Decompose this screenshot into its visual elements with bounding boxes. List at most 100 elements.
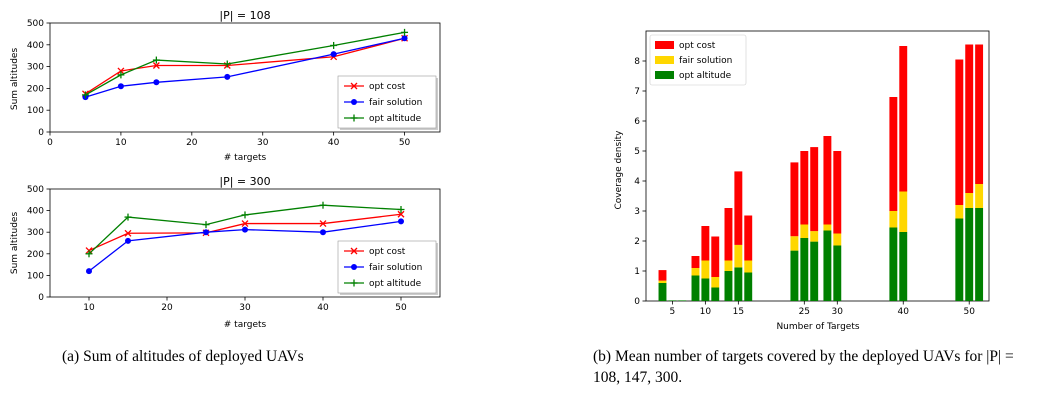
bar-segment-opt-cost: [833, 151, 842, 234]
bar-segment-opt-cost: [724, 208, 733, 261]
plot-area: 0 1 2 3 4 5 6 7 8 5 10 15 25 30 40 50 opt cost fair solut…: [634, 30, 990, 317]
bar-segment-fair-solution: [810, 231, 819, 242]
series-line: [88, 220, 402, 272]
bar-segment-opt-cost: [800, 151, 809, 225]
legend-entry: opt altitude: [344, 279, 422, 289]
bar-segment-opt-altitude: [810, 241, 819, 301]
bar-segment-fair-solution: [965, 193, 974, 208]
y-tick-label: 400: [27, 207, 44, 217]
marker-plus: [397, 206, 405, 214]
x-tick-label: 50: [963, 307, 975, 317]
marker-plus: [152, 56, 160, 64]
y-tick-label: 400: [27, 41, 44, 51]
marker-dot: [117, 83, 124, 90]
bar-segment-opt-altitude: [724, 271, 733, 301]
legend: opt cost fair solution opt altitude: [649, 34, 747, 86]
marker-plus: [81, 91, 89, 99]
legend-entry: fair solution: [344, 263, 422, 273]
series-opt-altitude: [85, 201, 405, 258]
legend: opt cost fair solution opt altitude: [337, 75, 438, 130]
marker-plus: [330, 41, 338, 49]
legend-entry: opt cost: [344, 82, 406, 92]
marker-x: [350, 247, 358, 255]
legend-entry: opt cost: [344, 247, 406, 257]
legend-label: opt altitude: [369, 279, 422, 289]
marker-dot: [398, 218, 404, 225]
bar-segment-opt-cost: [701, 226, 710, 261]
marker-dot: [86, 268, 92, 275]
bar-segment-fair-solution: [734, 244, 743, 268]
bar-segment-opt-cost: [823, 136, 832, 225]
y-tick-label: 7: [634, 87, 640, 97]
marker-plus: [124, 213, 132, 221]
bar-segment-opt-altitude: [691, 275, 700, 301]
bar-segment-opt-altitude: [668, 300, 677, 301]
bar-group-50: [955, 44, 984, 301]
bar-segment-opt-altitude: [701, 278, 710, 301]
marker-plus: [202, 221, 210, 229]
marker-x: [124, 229, 132, 237]
x-axis-label: # targets: [224, 153, 267, 163]
marker-stroke: [319, 220, 327, 228]
marker-stroke: [117, 67, 125, 75]
bar-segment-opt-altitude: [744, 272, 753, 301]
bar-segment-fair-solution: [658, 280, 667, 283]
marker-dot: [320, 229, 326, 236]
y-tick-label: 6: [634, 117, 640, 127]
bar-group-40: [889, 46, 908, 301]
marker-dot: [224, 73, 231, 80]
legend-label: opt cost: [679, 41, 716, 51]
chart-title: |P| = 108: [219, 9, 270, 22]
marker-dot: [330, 51, 337, 58]
marker-stroke: [350, 247, 358, 255]
series-line: [88, 204, 402, 255]
marker-stroke: [152, 62, 160, 69]
series-opt-cost: [85, 210, 405, 255]
bar-segment-opt-cost: [899, 46, 908, 192]
bar-segment-opt-cost: [889, 97, 898, 211]
legend: opt cost fair solution opt altitude: [337, 240, 438, 295]
y-tick-label: 200: [27, 250, 44, 260]
legend-entry: fair solution: [655, 56, 732, 66]
bar-segment-opt-cost: [955, 59, 964, 205]
bar-group-15: [724, 171, 753, 301]
bar-segment-opt-altitude: [790, 250, 799, 301]
x-tick-label: 30: [832, 307, 844, 317]
bar-segment-opt-cost: [734, 171, 743, 245]
y-tick-label: 300: [27, 63, 44, 73]
marker-plus: [319, 201, 327, 209]
bar-segment-opt-altitude: [711, 287, 720, 301]
bar-segment-fair-solution: [833, 233, 842, 246]
y-tick-label: 8: [634, 57, 640, 67]
chart-title: |P| = 300: [219, 175, 270, 188]
bar-segment-opt-cost: [658, 270, 667, 281]
marker-dot: [242, 226, 248, 233]
x-tick-label: 30: [239, 303, 251, 313]
y-axis-label: Sum altitudes: [10, 48, 20, 111]
y-tick-label: 200: [27, 84, 44, 94]
y-tick-label: 100: [27, 271, 44, 281]
bar-segment-fair-solution: [800, 224, 809, 238]
series-opt-altitude: [81, 28, 409, 99]
bar-segment-fair-solution: [701, 260, 710, 279]
y-tick-label: 500: [27, 19, 44, 29]
y-tick-label: 1: [634, 267, 640, 277]
series-fair-solution: [82, 35, 408, 101]
x-axis-label: # targets: [224, 320, 267, 330]
stacked-bar-chart: Coverage density Number of Targets 0 1 2 3 4…: [614, 30, 990, 332]
y-tick-label: 100: [27, 106, 44, 116]
bar-segment-opt-cost: [965, 44, 974, 193]
y-tick-label: 3: [634, 207, 640, 217]
bar-group-30: [823, 136, 842, 301]
marker-stroke: [350, 82, 358, 90]
x-tick-label: 15: [733, 307, 744, 317]
y-tick-label: 500: [27, 185, 44, 195]
marker-x: [397, 210, 405, 218]
y-tick-label: 0: [38, 128, 44, 138]
marker-stroke: [124, 229, 132, 237]
x-tick-label: 40: [317, 303, 329, 313]
x-tick-label: 10: [700, 307, 712, 317]
marker-dot: [153, 79, 160, 86]
marker-plus: [350, 114, 358, 122]
